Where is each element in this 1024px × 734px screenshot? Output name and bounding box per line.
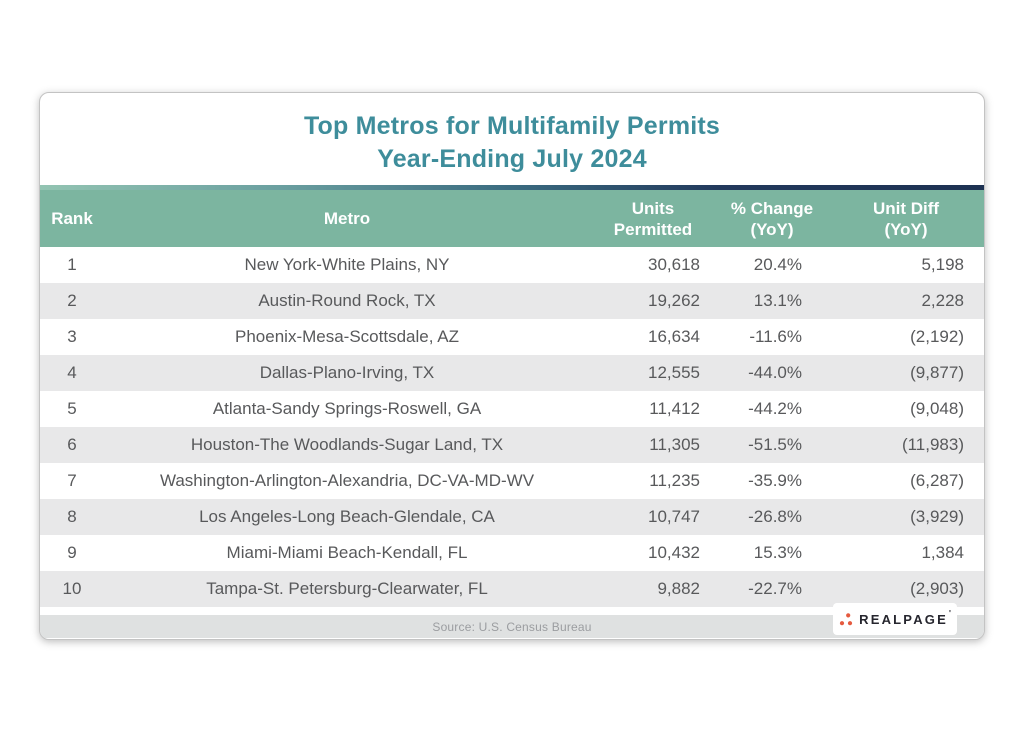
cell-unit-diff: (6,287) bbox=[910, 471, 964, 490]
accent-gradient-bar bbox=[40, 185, 984, 190]
cell-rank: 1 bbox=[67, 255, 77, 274]
header-pct-change-line2: (YoY) bbox=[750, 219, 794, 239]
realpage-logo: REALPAGE ' bbox=[833, 603, 957, 635]
cell-pct-change: -35.9% bbox=[748, 471, 802, 490]
header-unit-diff-line1: Unit Diff bbox=[872, 198, 940, 218]
cell-rank: 3 bbox=[67, 327, 77, 346]
source-attribution: Source: U.S. Census Bureau bbox=[432, 619, 592, 634]
footer-bar: Source: U.S. Census Bureau bbox=[40, 615, 984, 638]
trademark-mark: ' bbox=[948, 609, 951, 618]
cell-units-permitted: 19,262 bbox=[648, 291, 700, 310]
cell-metro: Austin-Round Rock, TX bbox=[258, 291, 436, 310]
table-row: 5 Atlanta-Sandy Springs-Roswell, GA 11,4… bbox=[40, 391, 984, 427]
cell-unit-diff: (2,903) bbox=[910, 579, 964, 598]
cell-metro: Tampa-St. Petersburg-Clearwater, FL bbox=[206, 579, 488, 598]
cell-rank: 4 bbox=[67, 363, 77, 382]
cell-units-permitted: 30,618 bbox=[648, 255, 700, 274]
cell-units-permitted: 10,432 bbox=[648, 543, 700, 562]
header-units-line1: Units bbox=[631, 198, 675, 218]
cell-rank: 5 bbox=[67, 399, 77, 418]
cell-unit-diff: 5,198 bbox=[921, 255, 964, 274]
cell-rank: 7 bbox=[67, 471, 77, 490]
table-row: 6 Houston-The Woodlands-Sugar Land, TX 1… bbox=[40, 427, 984, 463]
table-row: 1 New York-White Plains, NY 30,618 20.4%… bbox=[40, 247, 984, 283]
cell-unit-diff: (9,877) bbox=[910, 363, 964, 382]
table-header-row: Rank Metro Units Permitted % Change (YoY… bbox=[40, 190, 984, 247]
header-metro-label: Metro bbox=[323, 209, 371, 228]
cell-pct-change: -26.8% bbox=[748, 507, 802, 526]
title-line-2: Year-Ending July 2024 bbox=[377, 145, 647, 173]
cell-unit-diff: (3,929) bbox=[910, 507, 964, 526]
cell-units-permitted: 16,634 bbox=[648, 327, 700, 346]
cell-pct-change: -51.5% bbox=[748, 435, 802, 454]
header-metro: Metro bbox=[104, 208, 590, 229]
cell-units-permitted: 9,882 bbox=[657, 579, 700, 598]
cell-metro: New York-White Plains, NY bbox=[244, 255, 450, 274]
page-title: Top Metros for Multifamily Permits Year-… bbox=[40, 93, 984, 185]
footer-gap bbox=[40, 607, 984, 615]
cell-metro: Miami-Miami Beach-Kendall, FL bbox=[226, 543, 468, 562]
cell-metro: Washington-Arlington-Alexandria, DC-VA-M… bbox=[159, 471, 535, 490]
cell-pct-change: -22.7% bbox=[748, 579, 802, 598]
cell-pct-change: -11.6% bbox=[749, 327, 802, 346]
table-row: 3 Phoenix-Mesa-Scottsdale, AZ 16,634 -11… bbox=[40, 319, 984, 355]
header-unit-diff: Unit Diff (YoY) bbox=[828, 198, 984, 240]
realpage-dots-icon bbox=[840, 612, 853, 625]
cell-units-permitted: 11,235 bbox=[649, 471, 700, 490]
header-units-permitted: Units Permitted bbox=[590, 198, 716, 240]
cell-pct-change: 20.4% bbox=[753, 255, 802, 274]
cell-metro: Houston-The Woodlands-Sugar Land, TX bbox=[190, 435, 504, 454]
cell-units-permitted: 12,555 bbox=[648, 363, 700, 382]
table-row: 4 Dallas-Plano-Irving, TX 12,555 -44.0% … bbox=[40, 355, 984, 391]
cell-metro: Los Angeles-Long Beach-Glendale, CA bbox=[199, 507, 495, 526]
cell-rank: 6 bbox=[67, 435, 77, 454]
cell-metro: Phoenix-Mesa-Scottsdale, AZ bbox=[235, 327, 459, 346]
cell-pct-change: 13.1% bbox=[753, 291, 802, 310]
cell-pct-change: -44.0% bbox=[748, 363, 802, 382]
cell-metro: Atlanta-Sandy Springs-Roswell, GA bbox=[212, 399, 482, 418]
table-row: 10 Tampa-St. Petersburg-Clearwater, FL 9… bbox=[40, 571, 984, 607]
report-card: Top Metros for Multifamily Permits Year-… bbox=[39, 92, 985, 640]
table-row: 2 Austin-Round Rock, TX 19,262 13.1% 2,2… bbox=[40, 283, 984, 319]
cell-pct-change: 15.3% bbox=[753, 543, 802, 562]
cell-unit-diff: 1,384 bbox=[921, 543, 964, 562]
realpage-wordmark: REALPAGE bbox=[859, 611, 948, 627]
table-row: 8 Los Angeles-Long Beach-Glendale, CA 10… bbox=[40, 499, 984, 535]
cell-unit-diff: (2,192) bbox=[910, 327, 964, 346]
header-pct-change-line1: % Change bbox=[730, 198, 814, 218]
title-line-1: Top Metros for Multifamily Permits bbox=[303, 112, 721, 140]
cell-rank: 10 bbox=[62, 579, 82, 598]
header-rank: Rank bbox=[40, 208, 104, 229]
table-row: 7 Washington-Arlington-Alexandria, DC-VA… bbox=[40, 463, 984, 499]
cell-units-permitted: 11,412 bbox=[649, 399, 700, 418]
cell-rank: 9 bbox=[67, 543, 77, 562]
cell-pct-change: -44.2% bbox=[748, 399, 802, 418]
table-row: 9 Miami-Miami Beach-Kendall, FL 10,432 1… bbox=[40, 535, 984, 571]
cell-units-permitted: 10,747 bbox=[648, 507, 700, 526]
cell-unit-diff: (9,048) bbox=[910, 399, 964, 418]
cell-rank: 2 bbox=[67, 291, 77, 310]
cell-unit-diff: (11,983) bbox=[901, 435, 964, 454]
cell-rank: 8 bbox=[67, 507, 77, 526]
header-pct-change: % Change (YoY) bbox=[716, 198, 828, 240]
header-unit-diff-line2: (YoY) bbox=[884, 219, 928, 239]
header-rank-label: Rank bbox=[51, 209, 93, 228]
cell-metro: Dallas-Plano-Irving, TX bbox=[259, 363, 435, 382]
cell-units-permitted: 11,305 bbox=[649, 435, 700, 454]
header-units-line2: Permitted bbox=[613, 219, 693, 239]
cell-unit-diff: 2,228 bbox=[921, 291, 964, 310]
